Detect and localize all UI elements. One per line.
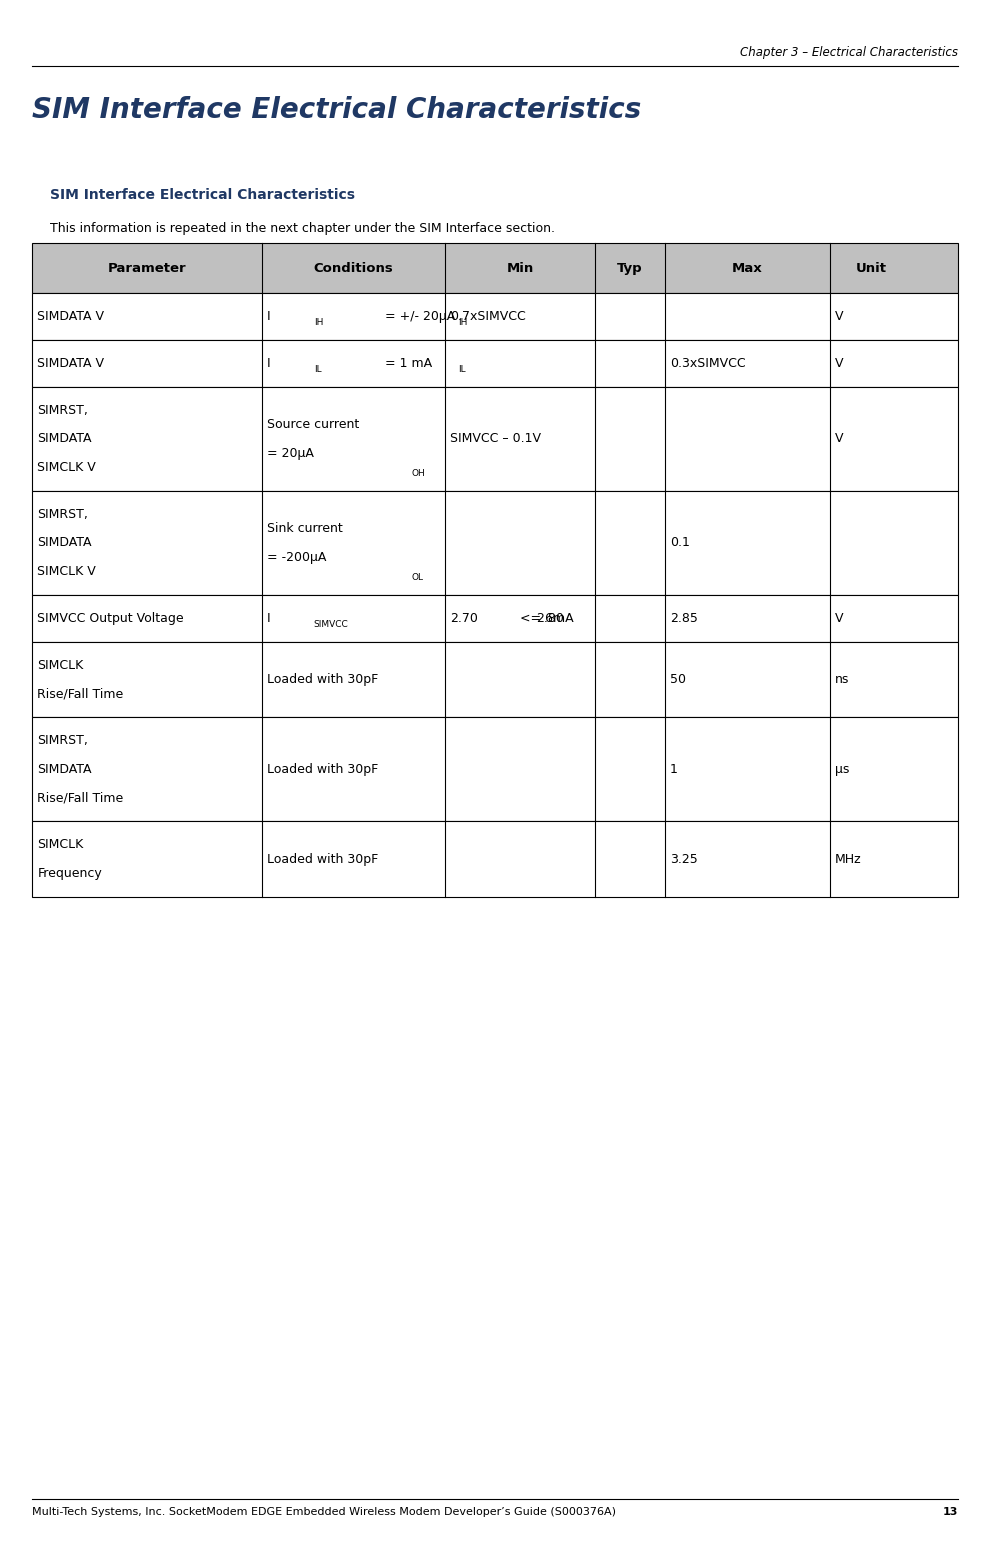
Text: SIMVCC – 0.1V: SIMVCC – 0.1V: [450, 433, 542, 445]
Text: Sink current: Sink current: [267, 522, 342, 535]
Text: V: V: [835, 433, 843, 445]
Text: IL: IL: [458, 365, 466, 374]
Text: Unit: Unit: [855, 262, 887, 274]
Text: 1: 1: [670, 763, 678, 775]
Text: <= 6mA: <= 6mA: [516, 612, 574, 624]
Text: = +/- 20μA: = +/- 20μA: [382, 310, 455, 322]
Text: SIMDATA V: SIMDATA V: [37, 358, 104, 370]
Bar: [32, 293, 958, 341]
Text: 13: 13: [943, 1507, 958, 1516]
Text: IH: IH: [458, 317, 468, 327]
Text: Typ: Typ: [617, 262, 643, 274]
Text: = 20μA: = 20μA: [267, 447, 314, 459]
Text: Loaded with 30pF: Loaded with 30pF: [267, 763, 379, 775]
Text: SIMCLK V: SIMCLK V: [37, 461, 96, 473]
Text: 0.7xSIMVCC: 0.7xSIMVCC: [450, 310, 526, 322]
Bar: [32, 387, 958, 492]
Text: SIMRST,: SIMRST,: [37, 735, 88, 747]
Text: SIMDATA V: SIMDATA V: [37, 310, 104, 322]
Text: Rise/Fall Time: Rise/Fall Time: [37, 792, 124, 804]
Text: V: V: [835, 310, 843, 322]
Text: SIM Interface Electrical Characteristics: SIM Interface Electrical Characteristics: [32, 96, 642, 123]
Text: Multi-Tech Systems, Inc. SocketModem EDGE Embedded Wireless Modem Developer’s Gu: Multi-Tech Systems, Inc. SocketModem EDG…: [32, 1507, 616, 1516]
Text: SIMRST,: SIMRST,: [37, 509, 88, 521]
Text: Conditions: Conditions: [314, 262, 393, 274]
Text: 0.1: 0.1: [670, 536, 690, 549]
Text: Chapter 3 – Electrical Characteristics: Chapter 3 – Electrical Characteristics: [741, 46, 958, 59]
Text: This information is repeated in the next chapter under the SIM Interface section: This information is repeated in the next…: [50, 222, 555, 234]
Text: MHz: MHz: [835, 852, 861, 866]
Bar: [32, 492, 958, 595]
Text: V: V: [835, 612, 843, 624]
Text: I: I: [267, 310, 271, 322]
Text: Max: Max: [732, 262, 762, 274]
Text: Loaded with 30pF: Loaded with 30pF: [267, 852, 379, 866]
Text: SIMCLK: SIMCLK: [37, 838, 83, 851]
Text: 0.3xSIMVCC: 0.3xSIMVCC: [670, 358, 746, 370]
Text: μs: μs: [835, 763, 849, 775]
Text: I: I: [267, 612, 271, 624]
Text: 2.80: 2.80: [537, 612, 564, 624]
Text: = 1 mA: = 1 mA: [382, 358, 433, 370]
Text: = -200μA: = -200μA: [267, 550, 327, 564]
Text: SIMVCC: SIMVCC: [314, 619, 348, 629]
Text: OH: OH: [412, 468, 426, 478]
Text: IL: IL: [314, 365, 322, 374]
Text: 2.85: 2.85: [670, 612, 697, 624]
Text: V: V: [835, 358, 843, 370]
Text: SIMDATA: SIMDATA: [37, 433, 92, 445]
Bar: [32, 243, 958, 293]
Text: IH: IH: [314, 317, 323, 327]
Text: 50: 50: [670, 673, 686, 686]
Text: Rise/Fall Time: Rise/Fall Time: [37, 687, 124, 700]
Text: SIMDATA: SIMDATA: [37, 536, 92, 549]
Bar: [32, 595, 958, 643]
Bar: [32, 821, 958, 897]
Text: SIM Interface Electrical Characteristics: SIM Interface Electrical Characteristics: [50, 188, 355, 202]
Text: Loaded with 30pF: Loaded with 30pF: [267, 673, 379, 686]
Text: SIMCLK: SIMCLK: [37, 660, 83, 672]
Bar: [32, 643, 958, 718]
Text: Frequency: Frequency: [37, 868, 102, 880]
Text: 3.25: 3.25: [670, 852, 697, 866]
Text: OL: OL: [412, 573, 424, 582]
Text: Parameter: Parameter: [108, 262, 186, 274]
Text: 2.70: 2.70: [450, 612, 478, 624]
Bar: [32, 718, 958, 821]
Text: ns: ns: [835, 673, 849, 686]
Text: SIMDATA: SIMDATA: [37, 763, 92, 775]
Text: SIMRST,: SIMRST,: [37, 404, 88, 416]
Text: Source current: Source current: [267, 418, 359, 431]
Text: Min: Min: [507, 262, 534, 274]
Text: SIMVCC Output Voltage: SIMVCC Output Voltage: [37, 612, 183, 624]
Text: I: I: [267, 358, 271, 370]
Text: SIMCLK V: SIMCLK V: [37, 566, 96, 578]
Bar: [32, 341, 958, 387]
